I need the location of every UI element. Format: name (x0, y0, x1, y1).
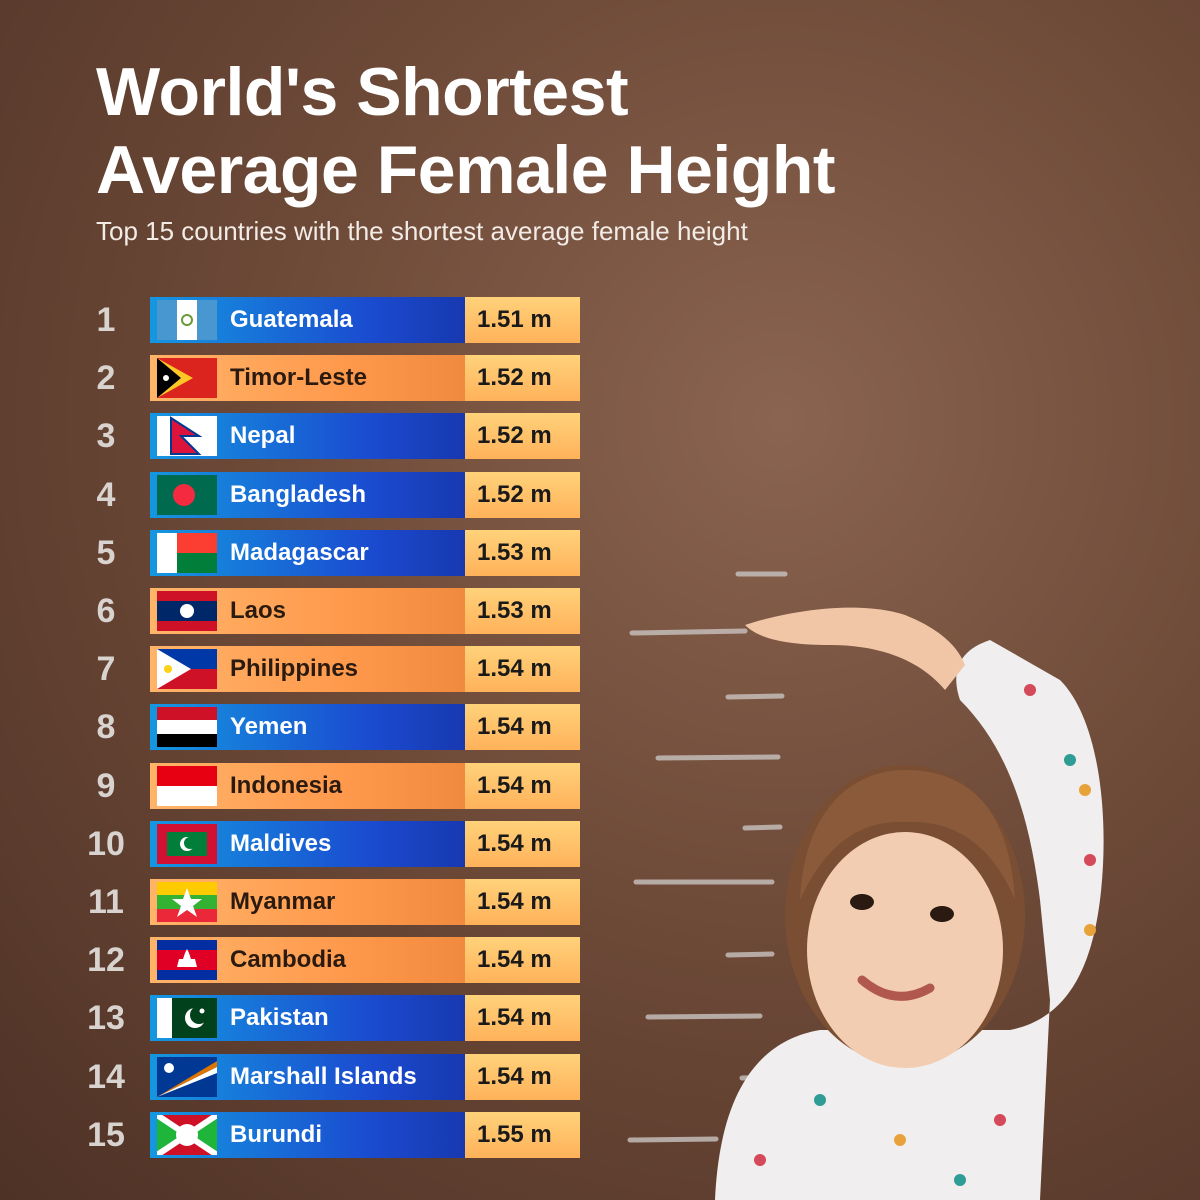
country-name: Philippines (230, 655, 359, 683)
height-value: 1.54 m (465, 879, 580, 925)
rank: 3 (96, 417, 116, 456)
country-name: Myanmar (230, 888, 336, 915)
row: 2 Timor-Leste 1.52 m (80, 355, 580, 402)
country-bar: Nepal (150, 413, 465, 460)
country-name: Yemen (230, 713, 308, 741)
country-name: Timor-Leste (230, 364, 367, 392)
country-name: Burundi (230, 1120, 322, 1148)
rank: 15 (87, 1115, 125, 1154)
subtitle: Top 15 countries with the shortest avera… (96, 216, 748, 246)
flag (157, 358, 217, 399)
rank: 5 (96, 533, 116, 572)
flag (157, 1056, 217, 1097)
height-value: 1.54 m (465, 646, 580, 693)
row: 4 Bangladesh 1.52 m (80, 471, 580, 518)
row: 7 Philippines 1.54 m (80, 646, 580, 693)
country-name: Guatemala (230, 306, 353, 333)
height-value: 1.51 m (465, 297, 580, 343)
row: 6 Laos 1.53 m (80, 588, 580, 634)
height-value: 1.54 m (465, 704, 580, 751)
country-name: Pakistan (230, 1004, 329, 1032)
height-value: 1.52 m (465, 413, 580, 460)
title-line: World's Shortest (96, 54, 629, 130)
rank: 4 (96, 475, 116, 514)
country-bar: Pakistan (150, 995, 465, 1042)
country-bar: Timor-Leste (150, 355, 465, 402)
country-bar: Marshall Islands (150, 1053, 465, 1100)
rank: 6 (96, 592, 116, 630)
height-value: 1.52 m (465, 471, 580, 518)
country-bar: Maldives (150, 820, 465, 867)
chalk-marks (627, 571, 788, 1143)
row: 3 Nepal 1.52 m (80, 413, 580, 460)
country-name: Laos (230, 597, 287, 624)
country-name: Madagascar (230, 538, 369, 566)
flag (157, 707, 217, 748)
flag (157, 591, 217, 631)
title-line: Average Female Height (96, 132, 836, 208)
height-value: 1.54 m (465, 820, 580, 867)
rank: 9 (96, 766, 116, 805)
flag (157, 649, 217, 690)
height-value: 1.53 m (465, 588, 580, 634)
country-name: Indonesia (230, 771, 343, 799)
flag (157, 300, 217, 340)
country-bar: Cambodia (150, 937, 465, 984)
flag (157, 765, 217, 806)
row: 5 Madagascar 1.53 m (80, 529, 580, 576)
country-bar: Indonesia (150, 762, 465, 809)
rank: 2 (96, 359, 116, 398)
country-bar: Guatemala (150, 297, 465, 343)
height-value: 1.52 m (465, 355, 580, 402)
rank: 10 (87, 824, 125, 863)
height-value: 1.54 m (465, 995, 580, 1042)
country-bar: Myanmar (150, 879, 465, 925)
flag (157, 532, 217, 573)
flag (157, 416, 217, 457)
girl (715, 607, 1104, 1200)
row: 13 Pakistan 1.54 m (80, 995, 580, 1042)
row: 14 Marshall Islands 1.54 m (80, 1053, 580, 1100)
country-bar: Madagascar (150, 529, 465, 576)
row: 1 Guatemala 1.51 m (80, 297, 580, 343)
flag (157, 998, 217, 1039)
row: 12 Cambodia 1.54 m (80, 937, 580, 984)
row: 8 Yemen 1.54 m (80, 704, 580, 751)
height-value: 1.54 m (465, 762, 580, 809)
country-bar: Philippines (150, 646, 465, 693)
flag (157, 940, 217, 981)
country-bar: Bangladesh (150, 471, 465, 518)
rank: 14 (87, 1057, 125, 1096)
flag (157, 823, 217, 864)
height-value: 1.54 m (465, 937, 580, 984)
row: 15 Burundi 1.55 m (80, 1111, 580, 1158)
rank: 12 (87, 941, 125, 980)
row: 11 Myanmar 1.54 m (80, 879, 580, 925)
country-name: Maldives (230, 829, 332, 857)
height-value: 1.54 m (465, 1053, 580, 1100)
country-bar: Yemen (150, 704, 465, 751)
country-name: Bangladesh (230, 480, 367, 508)
country-name: Cambodia (230, 946, 347, 974)
row: 10 Maldives 1.54 m (80, 820, 580, 867)
row: 9 Indonesia 1.54 m (80, 762, 580, 809)
rank: 1 (96, 301, 116, 339)
country-name: Nepal (230, 422, 296, 450)
rank: 11 (88, 883, 124, 921)
flag (157, 882, 217, 922)
country-bar: Burundi (150, 1111, 465, 1158)
height-value: 1.55 m (465, 1111, 580, 1158)
flag (157, 1114, 217, 1155)
rank: 8 (96, 708, 116, 747)
rank: 13 (87, 999, 125, 1038)
rank: 7 (96, 650, 116, 689)
flag (157, 474, 217, 515)
country-bar: Laos (150, 588, 465, 634)
height-value: 1.53 m (465, 529, 580, 576)
country-name: Marshall Islands (230, 1062, 417, 1090)
